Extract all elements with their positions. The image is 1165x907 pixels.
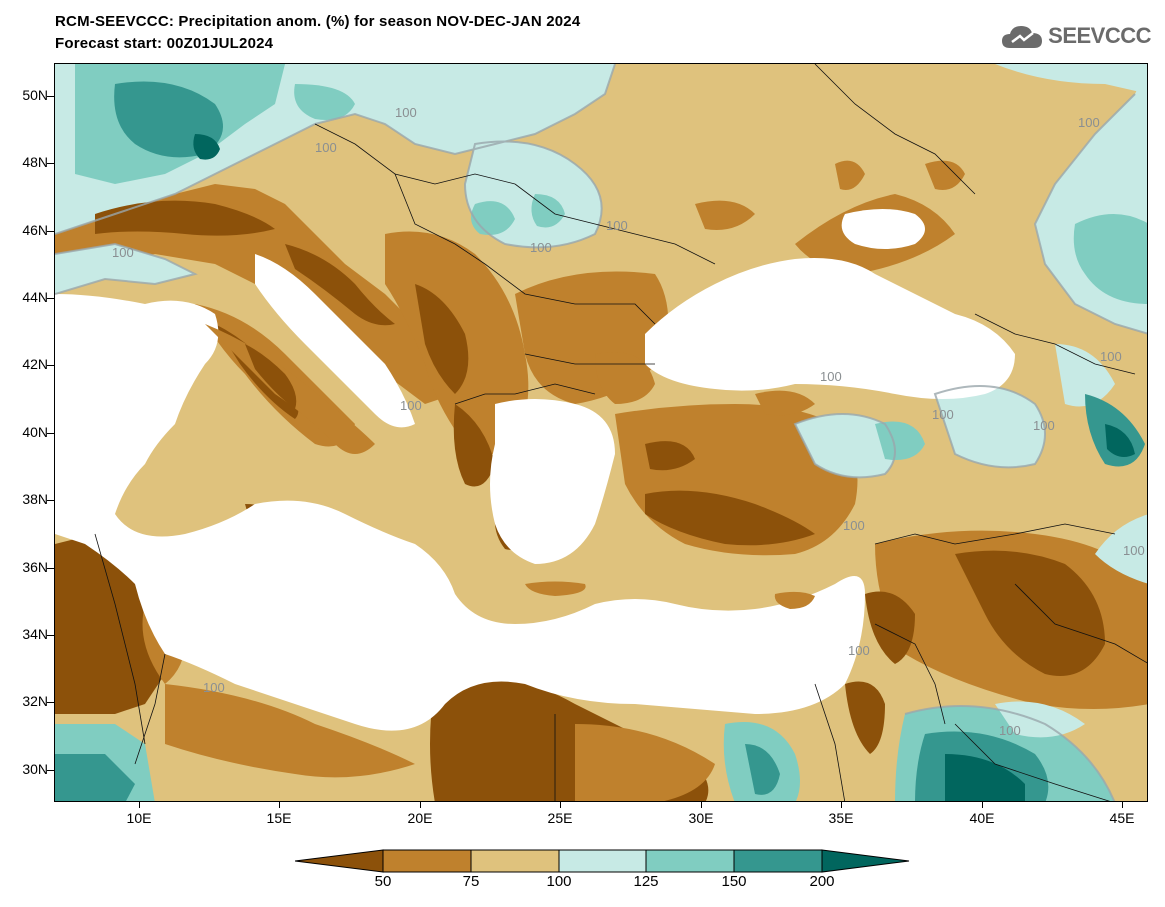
lon-label: 30E xyxy=(688,810,714,826)
forecast-start-label: Forecast start: 00Z01JUL2024 xyxy=(55,35,274,52)
colorbar-tick-label: 125 xyxy=(633,873,659,890)
contour-label: 100 xyxy=(203,680,225,695)
lon-label: 20E xyxy=(407,810,433,826)
colorbar xyxy=(295,849,910,873)
lon-label: 10E xyxy=(126,810,152,826)
contour-label: 100 xyxy=(843,518,865,533)
lat-label: 30N xyxy=(22,761,48,777)
lon-label: 45E xyxy=(1109,810,1135,826)
colorbar-tick-label: 200 xyxy=(809,873,835,890)
seevccc-logo: SEEVCCC xyxy=(1000,22,1151,50)
lat-label: 46N xyxy=(22,222,48,238)
contour-label: 100 xyxy=(315,140,337,155)
precipitation-anomaly-map xyxy=(54,63,1148,802)
lon-label: 40E xyxy=(969,810,995,826)
colorbar-tick-label: 75 xyxy=(462,873,480,890)
colorbar-tick-label: 100 xyxy=(546,873,572,890)
lat-label: 42N xyxy=(22,356,48,372)
contour-label: 100 xyxy=(1100,349,1122,364)
contour-label: 100 xyxy=(932,407,954,422)
lat-label: 38N xyxy=(22,491,48,507)
lat-label: 32N xyxy=(22,693,48,709)
contour-label: 100 xyxy=(1078,115,1100,130)
lat-label: 48N xyxy=(22,154,48,170)
map-canvas xyxy=(55,64,1147,801)
contour-label: 100 xyxy=(999,723,1021,738)
contour-label: 100 xyxy=(848,643,870,658)
contour-label: 100 xyxy=(400,398,422,413)
colorbar-tick-label: 50 xyxy=(374,873,392,890)
cloud-icon xyxy=(1002,26,1043,48)
colorbar-tick-label: 150 xyxy=(721,873,747,890)
lon-label: 25E xyxy=(547,810,573,826)
lat-label: 34N xyxy=(22,626,48,642)
lat-label: 50N xyxy=(22,87,48,103)
lat-label: 40N xyxy=(22,424,48,440)
lat-label: 36N xyxy=(22,559,48,575)
lat-label: 44N xyxy=(22,289,48,305)
contour-label: 100 xyxy=(606,218,628,233)
contour-label: 100 xyxy=(395,105,417,120)
contour-label: 100 xyxy=(112,245,134,260)
lon-label: 35E xyxy=(828,810,854,826)
map-title: RCM-SEEVCCC: Precipitation anom. (%) for… xyxy=(55,13,581,30)
logo-text: SEEVCCC xyxy=(1048,23,1151,48)
lon-label: 15E xyxy=(266,810,292,826)
contour-label: 100 xyxy=(820,369,842,384)
contour-label: 100 xyxy=(1123,543,1145,558)
contour-label: 100 xyxy=(1033,418,1055,433)
contour-label: 100 xyxy=(530,240,552,255)
